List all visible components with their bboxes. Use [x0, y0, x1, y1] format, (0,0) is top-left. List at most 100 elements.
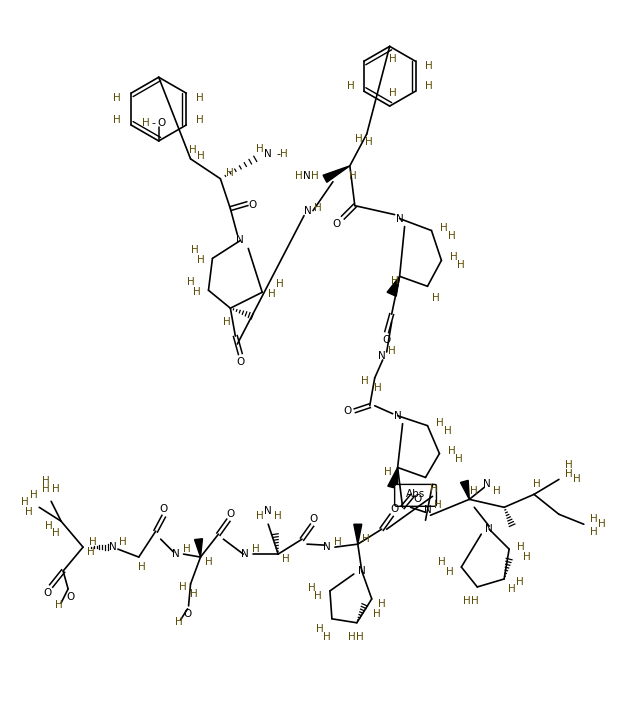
- Text: N: N: [396, 213, 404, 224]
- Text: N: N: [109, 542, 117, 552]
- Text: H: H: [565, 461, 572, 470]
- Text: H: H: [223, 317, 230, 327]
- Text: H: H: [192, 287, 201, 297]
- Text: H: H: [334, 537, 342, 547]
- Text: H: H: [191, 246, 198, 256]
- Text: N: N: [236, 235, 244, 246]
- Text: H: H: [42, 484, 50, 494]
- Text: H: H: [189, 145, 196, 155]
- Text: H: H: [182, 544, 191, 554]
- Text: H: H: [113, 93, 121, 103]
- Text: H: H: [314, 591, 322, 601]
- Text: H: H: [365, 137, 372, 147]
- Text: H: H: [323, 632, 331, 642]
- Text: H: H: [256, 144, 264, 154]
- Text: N: N: [172, 549, 179, 559]
- Text: N: N: [241, 549, 249, 559]
- Text: H: H: [391, 277, 399, 286]
- Text: H: H: [196, 93, 204, 103]
- Text: H: H: [21, 497, 29, 508]
- Text: H: H: [472, 596, 479, 606]
- Text: -: -: [276, 149, 280, 159]
- Text: H: H: [424, 61, 433, 72]
- Text: H: H: [384, 468, 391, 477]
- Text: H: H: [253, 544, 260, 554]
- Text: H: H: [55, 600, 63, 610]
- Text: -: -: [152, 118, 155, 128]
- Text: H: H: [516, 577, 524, 587]
- Text: H: H: [436, 418, 443, 428]
- Text: H: H: [268, 289, 276, 299]
- Polygon shape: [387, 277, 399, 296]
- Text: H: H: [280, 149, 288, 159]
- Polygon shape: [194, 538, 203, 557]
- Text: O: O: [66, 592, 74, 602]
- Text: O: O: [382, 335, 391, 345]
- Text: O: O: [236, 357, 245, 367]
- Text: H: H: [274, 511, 282, 522]
- Text: H: H: [197, 151, 204, 161]
- Polygon shape: [388, 468, 398, 489]
- Text: H: H: [448, 446, 455, 456]
- Text: H: H: [533, 479, 541, 489]
- Text: H: H: [362, 534, 370, 544]
- Text: H: H: [378, 599, 386, 609]
- Text: H: H: [42, 477, 50, 486]
- Text: H: H: [204, 557, 213, 567]
- Text: O: O: [226, 509, 234, 519]
- Text: H: H: [349, 171, 357, 181]
- Text: H: H: [429, 484, 438, 494]
- Polygon shape: [460, 480, 469, 499]
- Text: O: O: [344, 406, 352, 416]
- Text: Abs: Abs: [406, 489, 425, 499]
- Text: H: H: [277, 279, 284, 289]
- Text: H: H: [450, 253, 457, 263]
- Text: H: H: [355, 134, 362, 144]
- Text: H: H: [311, 171, 319, 181]
- Text: H: H: [119, 537, 127, 547]
- Text: H: H: [590, 527, 598, 537]
- Text: H: H: [508, 584, 516, 594]
- Text: H: H: [89, 537, 97, 547]
- Text: N: N: [485, 524, 493, 534]
- Text: H: H: [189, 589, 198, 599]
- Text: H: H: [113, 115, 121, 125]
- Text: H: H: [361, 376, 369, 386]
- Text: H: H: [197, 256, 204, 265]
- Polygon shape: [354, 524, 362, 544]
- Text: H: H: [458, 260, 465, 270]
- Text: H: H: [434, 501, 441, 510]
- Text: H: H: [523, 552, 531, 562]
- Text: H: H: [590, 515, 598, 524]
- Text: H: H: [470, 486, 478, 496]
- Text: H: H: [348, 632, 356, 642]
- Text: H: H: [565, 470, 572, 479]
- Text: H: H: [517, 542, 525, 552]
- Text: O: O: [157, 118, 166, 128]
- Text: H: H: [440, 223, 447, 232]
- Text: H: H: [308, 583, 316, 593]
- Text: N: N: [304, 206, 312, 216]
- Text: N: N: [323, 542, 331, 552]
- Text: N: N: [424, 505, 431, 515]
- Text: H: H: [431, 293, 440, 303]
- Text: O: O: [310, 515, 318, 524]
- Text: H: H: [373, 609, 381, 619]
- Text: H: H: [356, 632, 364, 642]
- Text: O: O: [391, 504, 399, 515]
- Text: H: H: [316, 624, 324, 634]
- Text: H: H: [573, 475, 581, 484]
- Text: H: H: [314, 203, 322, 213]
- Text: H: H: [438, 557, 445, 567]
- Polygon shape: [323, 166, 350, 183]
- Text: H: H: [347, 81, 355, 91]
- Text: O: O: [184, 609, 192, 619]
- Text: H: H: [25, 508, 33, 517]
- Text: H: H: [45, 521, 53, 531]
- Text: N: N: [265, 149, 272, 159]
- Text: H: H: [598, 519, 606, 529]
- Text: O: O: [159, 504, 168, 515]
- Text: H: H: [179, 582, 186, 592]
- Text: N: N: [394, 411, 401, 420]
- Text: O: O: [43, 588, 51, 598]
